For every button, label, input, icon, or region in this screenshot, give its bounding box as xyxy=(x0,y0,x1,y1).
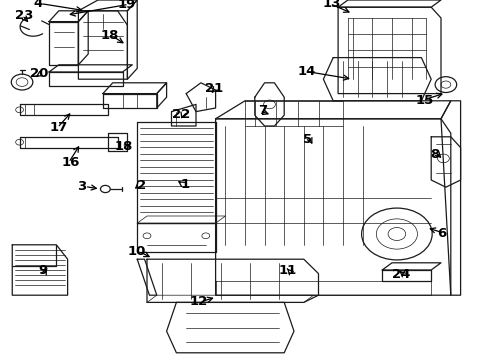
Text: 24: 24 xyxy=(392,268,411,281)
Text: 8: 8 xyxy=(430,148,440,161)
Text: 10: 10 xyxy=(127,245,146,258)
Text: 6: 6 xyxy=(437,227,446,240)
Text: 12: 12 xyxy=(190,295,208,308)
Text: 1: 1 xyxy=(181,178,190,191)
Text: 13: 13 xyxy=(322,0,341,10)
Text: 18: 18 xyxy=(100,29,119,42)
Text: 9: 9 xyxy=(38,264,48,277)
Text: 18: 18 xyxy=(115,140,133,153)
Text: 15: 15 xyxy=(416,94,434,107)
Text: 3: 3 xyxy=(77,180,87,193)
Text: 14: 14 xyxy=(298,65,317,78)
Text: 11: 11 xyxy=(278,264,296,277)
Text: 16: 16 xyxy=(61,156,79,169)
Text: 21: 21 xyxy=(205,82,223,95)
Text: 19: 19 xyxy=(118,0,136,11)
Text: 2: 2 xyxy=(137,179,146,192)
Text: 20: 20 xyxy=(30,67,48,80)
Text: 23: 23 xyxy=(15,9,33,22)
Text: 7: 7 xyxy=(258,104,267,117)
Text: 5: 5 xyxy=(303,133,312,146)
Text: 22: 22 xyxy=(172,108,190,121)
Text: 4: 4 xyxy=(33,0,43,10)
Text: 17: 17 xyxy=(50,121,68,134)
